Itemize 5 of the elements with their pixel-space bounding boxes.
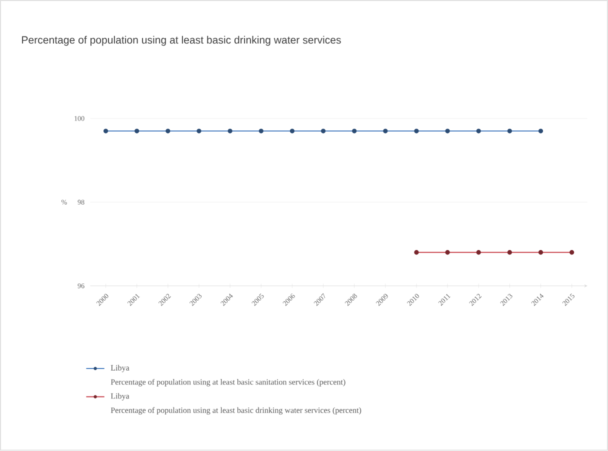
legend-label: Libya [110,365,130,372]
legend-label: Libya [110,393,130,401]
chart-title: Percentage of population using at least basic drinking water services [22,36,341,46]
text: Percentage of population using at least basic drinking water services (percent) [110,407,362,415]
text: Percentage of population using at least basic sanitation services (percent) [110,379,346,386]
